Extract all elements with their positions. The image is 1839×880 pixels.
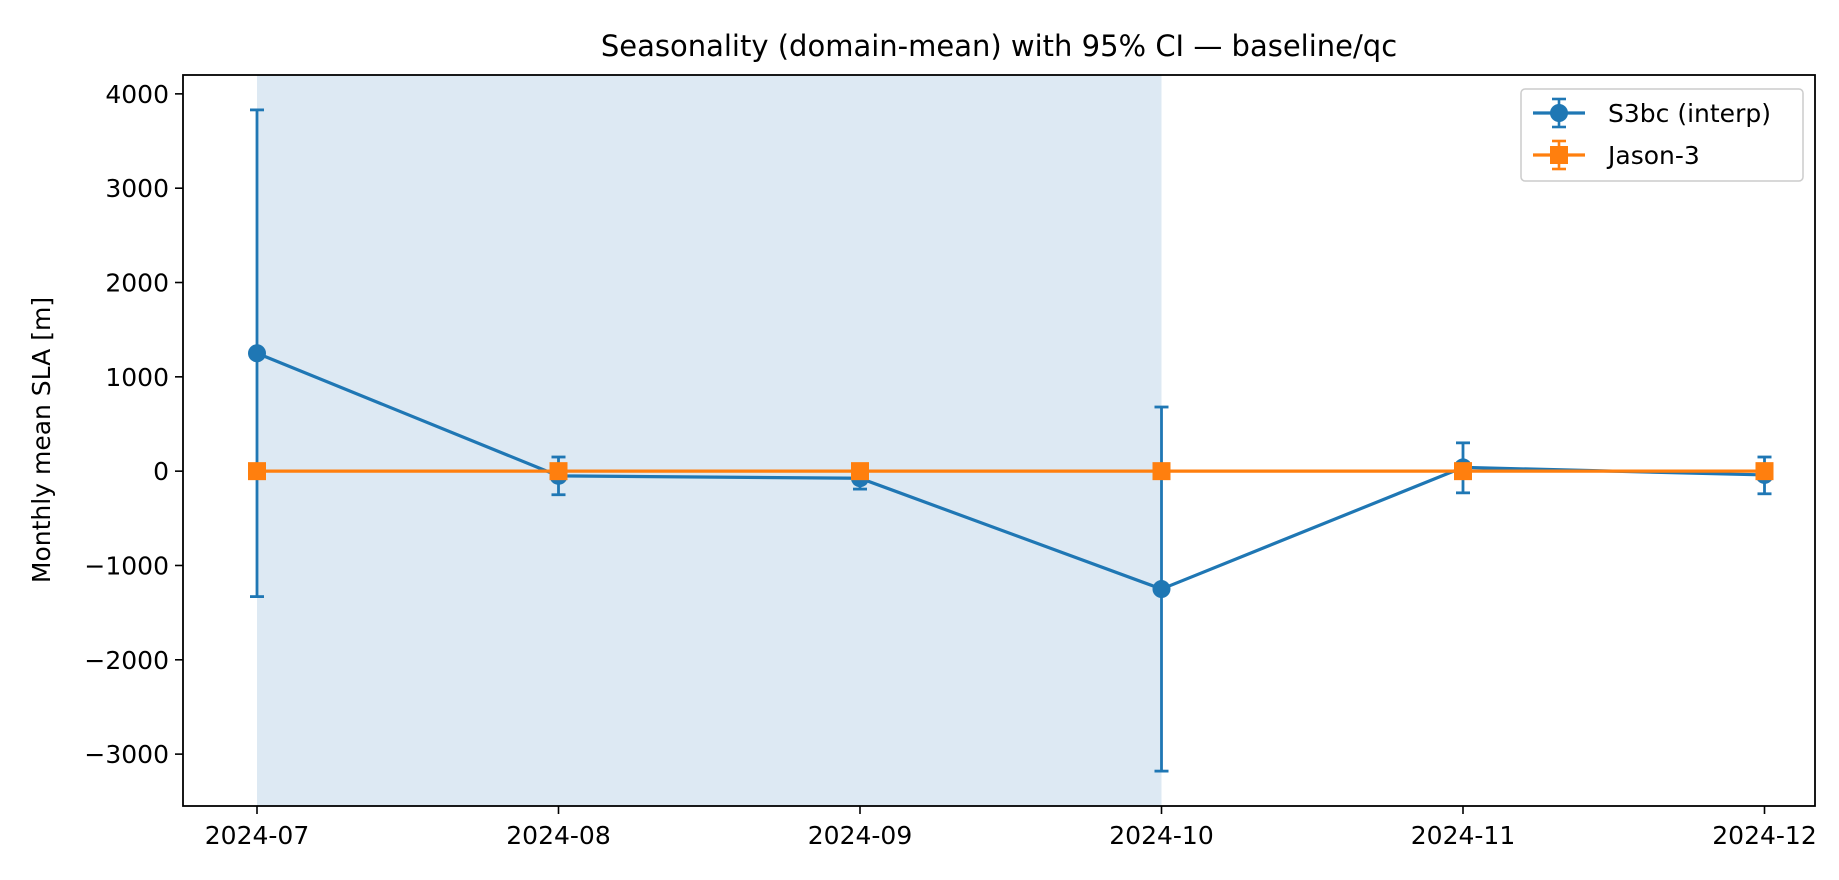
data-point: [1454, 462, 1472, 481]
legend-label: S3bc (interp): [1608, 99, 1771, 128]
y-tick-label: 1000: [105, 363, 169, 392]
x-tick-label: 2024-11: [1411, 821, 1515, 850]
x-tick-label: 2024-12: [1712, 821, 1816, 850]
data-point: [248, 344, 266, 363]
x-tick-label: 2024-09: [808, 821, 912, 850]
chart-title: Seasonality (domain-mean) with 95% CI — …: [601, 29, 1397, 63]
legend-label: Jason-3: [1606, 141, 1700, 170]
data-point: [1152, 462, 1171, 481]
plot-area: [182, 74, 1816, 807]
y-tick-label: −2000: [84, 646, 169, 675]
series-2: [248, 462, 1774, 481]
y-tick-label: 3000: [105, 174, 169, 203]
x-tick-label: 2024-08: [506, 821, 610, 850]
data-point: [549, 462, 568, 481]
y-axis-label: Monthly mean SLA [m]: [27, 297, 56, 583]
y-tick-label: −1000: [84, 551, 169, 580]
legend-entry: S3bc (interp): [1533, 97, 1771, 129]
data-point: [248, 462, 266, 481]
x-tick-label: 2024-10: [1109, 821, 1213, 850]
legend: S3bc (interp) Jason-3: [1520, 88, 1804, 182]
y-tick-label: 2000: [105, 269, 169, 298]
y-tick-label: 4000: [105, 80, 169, 109]
x-tick-label: 2024-07: [205, 821, 309, 850]
x-axis: 2024-07 2024-08 2024-09 2024-10 2024-11 2024-…: [205, 806, 1817, 850]
legend-marker: [1550, 146, 1568, 164]
series-layer: [248, 108, 1774, 773]
data-point: [1152, 580, 1171, 599]
shaded-period: [257, 75, 1162, 806]
series-line: [256, 351, 1765, 591]
legend-entries: S3bc (interp) Jason-3: [1533, 97, 1771, 171]
data-point: [851, 462, 869, 481]
legend-entry: Jason-3: [1533, 139, 1700, 171]
legend-box: [1520, 88, 1804, 182]
y-tick-label: −3000: [84, 740, 169, 769]
legend-marker: [1550, 104, 1568, 122]
data-point: [1755, 462, 1774, 481]
y-tick-label: 0: [153, 457, 169, 486]
y-axis: 4000 3000 2000 1000 0 −1000 −2000 −3000: [84, 80, 183, 769]
